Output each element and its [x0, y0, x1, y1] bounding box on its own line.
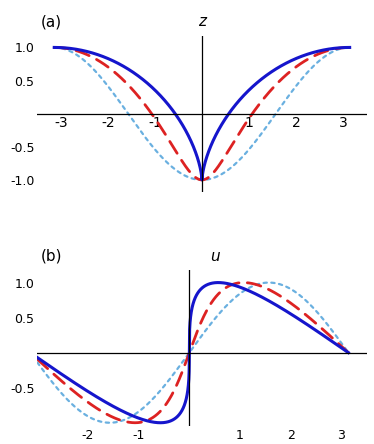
Text: (b): (b)	[41, 249, 62, 264]
Text: z: z	[198, 14, 206, 29]
Text: (a): (a)	[41, 14, 62, 29]
Text: u: u	[210, 249, 220, 264]
